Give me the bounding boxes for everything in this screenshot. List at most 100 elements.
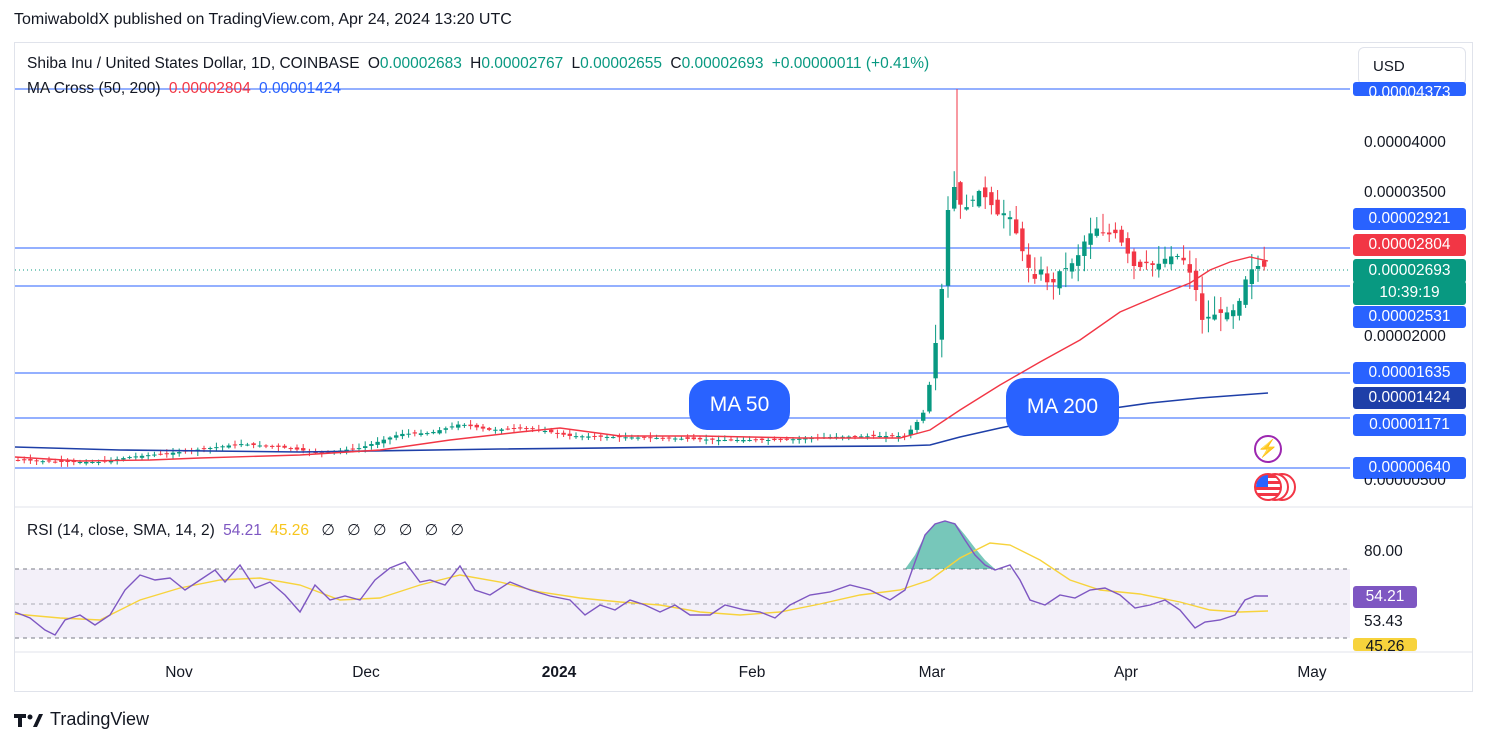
rsi-axis-80: 80.00: [1364, 543, 1403, 560]
candle-body: [555, 432, 560, 434]
candle-body: [790, 439, 796, 441]
candle-body: [53, 461, 58, 463]
candle-body: [728, 439, 734, 441]
candle-body: [1255, 266, 1261, 269]
candle-body: [784, 438, 789, 440]
candle-body: [635, 437, 641, 439]
candle-body: [1001, 213, 1006, 216]
candle-body: [691, 437, 696, 440]
ma200-line: [14, 392, 1269, 453]
candle-body: [1076, 255, 1081, 266]
candle-body: [511, 427, 517, 429]
candle-body: [1007, 217, 1013, 220]
candle-body: [747, 440, 752, 441]
candle-body: [177, 452, 182, 454]
tag-level-1171: 0.00001171: [1353, 414, 1466, 436]
tradingview-brand: TradingView: [50, 709, 150, 729]
ma200-callout: MA 200: [1006, 378, 1119, 436]
candle-body: [518, 427, 523, 429]
candle-body: [735, 440, 740, 441]
candle-body: [375, 441, 380, 445]
candle-body: [294, 447, 300, 450]
candle-body: [753, 439, 758, 441]
ohlc-legend: Shiba Inu / United States Dollar, 1D, CO…: [27, 55, 933, 73]
candle-body: [964, 207, 969, 210]
candle-body: [220, 446, 225, 448]
currency-button[interactable]: USD: [1358, 47, 1466, 85]
candle-body: [1100, 232, 1106, 234]
candle-body: [710, 438, 715, 440]
rsi-placeholder-6: ∅: [450, 522, 464, 539]
tag-last-price: 0.00002693: [1353, 259, 1466, 283]
candle-body: [1206, 316, 1211, 319]
x-label-2024: 2024: [541, 664, 577, 681]
candle-body: [201, 448, 207, 450]
candle-body: [381, 439, 386, 444]
us-flag-icon[interactable]: [1254, 473, 1282, 501]
candle-body: [1243, 279, 1248, 305]
candle-body: [1032, 274, 1037, 279]
candle-body: [1051, 278, 1056, 283]
candle-body: [970, 199, 975, 201]
ma-legend: MA Cross (50, 200) 0.00002804 0.00001424: [27, 80, 345, 98]
candle-body: [146, 455, 151, 457]
chart-frame: [14, 42, 1473, 692]
candle-body: [921, 412, 926, 421]
candle-body: [859, 436, 864, 438]
candle-body: [22, 459, 27, 461]
candle-body: [108, 460, 114, 463]
candle-body: [840, 436, 845, 438]
candle-body: [400, 433, 405, 437]
candle-body: [121, 458, 126, 460]
lightning-icon[interactable]: ⚡: [1254, 435, 1282, 463]
rsi-placeholder-2: ∅: [347, 522, 361, 539]
candle-body: [524, 428, 529, 430]
price-tick-500: 0.00000500: [1364, 478, 1446, 488]
candle-body: [170, 452, 176, 455]
rsi-label: RSI (14, close, SMA, 14, 2): [27, 522, 215, 539]
candle-body: [158, 453, 163, 455]
candle-body: [1218, 309, 1223, 313]
candle-body: [139, 455, 145, 458]
candle-body: [1144, 261, 1149, 264]
candle-body: [40, 461, 45, 463]
top-level-tag-text: 0.00004373: [1368, 84, 1451, 96]
candle-body: [65, 460, 70, 462]
candle-body: [1088, 233, 1093, 245]
candle-body: [1057, 271, 1062, 289]
tag-level-2921: 0.00002921: [1353, 208, 1466, 230]
candle-body: [1169, 256, 1174, 265]
candle-body: [239, 444, 244, 446]
candle-body: [846, 436, 851, 438]
candle-body: [741, 440, 746, 442]
candle-body: [480, 426, 486, 429]
candle-body: [803, 438, 808, 440]
candle-body: [629, 437, 634, 439]
rsi-placeholder-5: ∅: [424, 522, 439, 539]
candle-body: [84, 462, 89, 464]
x-label-may: May: [1297, 664, 1327, 681]
candle-body: [611, 437, 616, 439]
publication-line: TomiwaboldX published on TradingView.com…: [14, 11, 512, 28]
ma50-callout: MA 50: [689, 380, 790, 430]
candle-body: [282, 445, 287, 448]
candle-body: [939, 289, 944, 340]
candle-body: [133, 456, 138, 458]
rsi-sma-tag-text: 45.26: [1365, 638, 1405, 651]
candle-body: [586, 436, 591, 438]
candle-body: [1175, 255, 1180, 257]
candle-body: [46, 460, 52, 462]
candle-body: [549, 429, 554, 433]
candle-body: [772, 438, 777, 440]
candle-body: [443, 428, 448, 430]
candle-body: [1138, 261, 1143, 268]
candle-body: [1014, 219, 1019, 234]
candle-body: [276, 445, 281, 447]
candle-body: [425, 433, 430, 435]
candle-body: [462, 424, 467, 426]
candle-body: [660, 437, 665, 439]
candle-body: [642, 436, 647, 438]
candle-body: [1113, 229, 1118, 234]
candle-body: [263, 445, 269, 447]
